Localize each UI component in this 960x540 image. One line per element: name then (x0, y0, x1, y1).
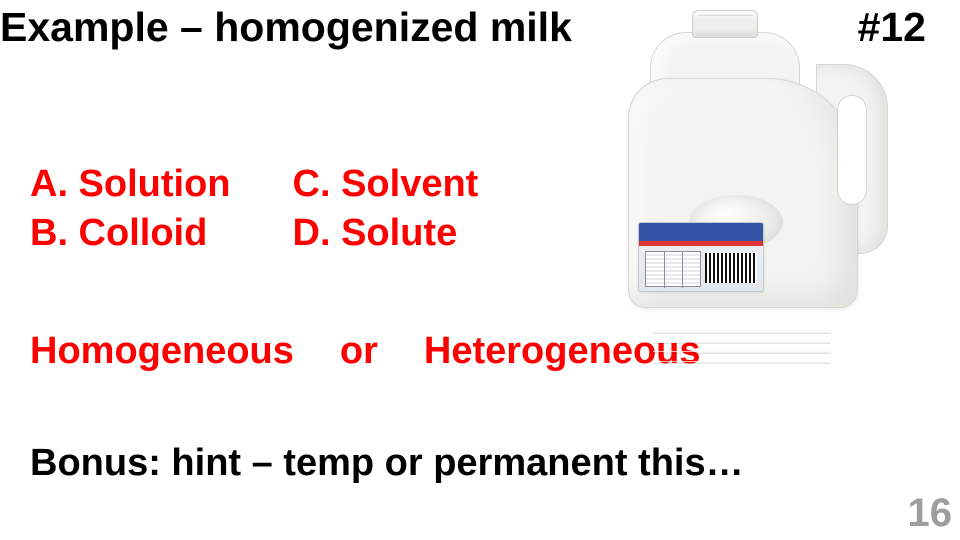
option-c: C. Solvent (293, 160, 479, 209)
option-b: B. Colloid (30, 209, 231, 258)
milk-label (638, 222, 764, 292)
option-a: A. Solution (30, 160, 231, 209)
options-grid: A. Solution B. Colloid C. Solvent D. Sol… (30, 160, 478, 257)
page-number: 16 (908, 491, 953, 536)
homogeneous-row: Homogeneous or Heterogeneous (30, 330, 701, 373)
milk-jug-image (610, 8, 900, 328)
choice-or: or (340, 330, 378, 373)
option-d: D. Solute (293, 209, 479, 258)
bonus-hint: Bonus: hint – temp or permanent this… (30, 442, 744, 485)
slide-title: Example – homogenized milk (0, 4, 572, 51)
choice-homogeneous: Homogeneous (30, 330, 294, 373)
